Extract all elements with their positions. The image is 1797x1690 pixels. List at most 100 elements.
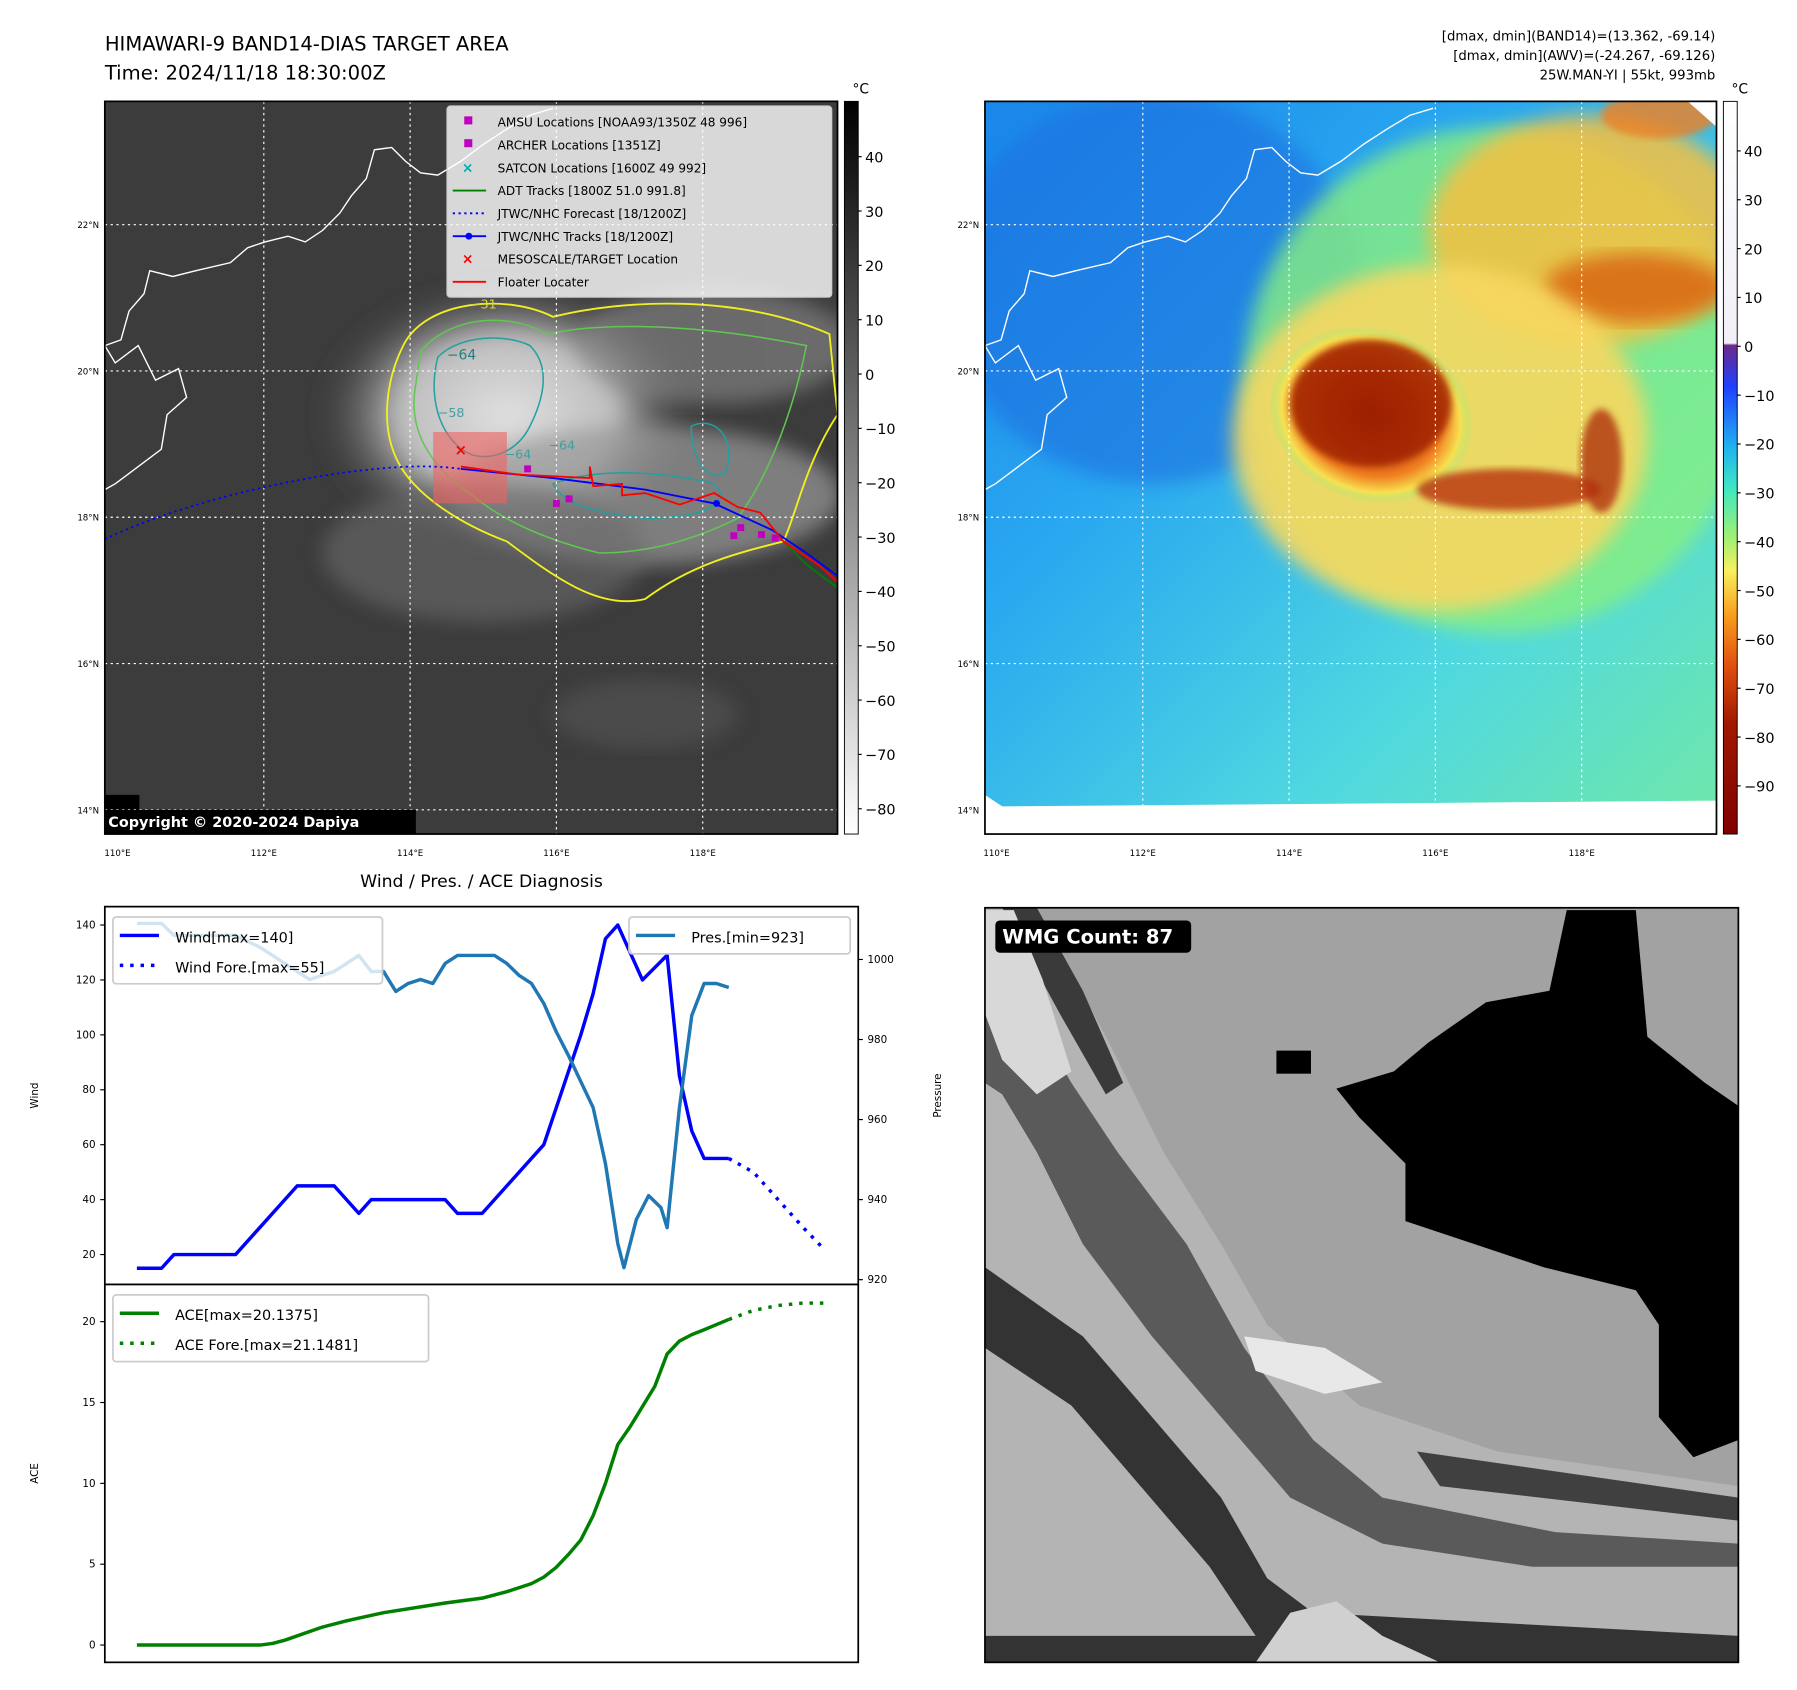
chart-legend bbox=[112, 916, 384, 985]
colorbar-tick-label: −90 bbox=[1744, 780, 1774, 796]
series-line-1 bbox=[727, 1156, 823, 1248]
awv-map-frame bbox=[984, 100, 1718, 835]
lat-label: 14°N bbox=[77, 806, 99, 816]
legend-label: Wind[max=140] bbox=[175, 930, 293, 946]
wmg-count: WMG Count: 87 bbox=[1002, 925, 1173, 948]
y-right-tick-label: 980 bbox=[867, 1034, 887, 1046]
lat-label: 18°N bbox=[77, 514, 99, 524]
wmg-cold-region bbox=[1336, 910, 1739, 1458]
legend-label: Pres.[min=923] bbox=[691, 930, 804, 946]
legend-label: JTWC/NHC Forecast [18/1200Z] bbox=[497, 207, 687, 221]
colorbar-tick-label: −40 bbox=[865, 585, 895, 601]
ir-colorbar bbox=[843, 100, 859, 835]
colorbar-tick-label: 40 bbox=[1744, 145, 1762, 161]
colorbar-tick-label: 0 bbox=[1744, 340, 1753, 356]
awv-colorbar bbox=[1722, 100, 1738, 835]
series-line-0 bbox=[136, 923, 729, 1271]
y-axis-label: ACE bbox=[29, 1463, 41, 1484]
y-tick-label: 5 bbox=[89, 1559, 96, 1571]
lon-label: 114°E bbox=[1276, 849, 1302, 859]
colorbar-tick-label: −80 bbox=[1744, 731, 1774, 747]
colorbar-tick-label: −10 bbox=[865, 422, 895, 438]
y-tick-label: 40 bbox=[82, 1194, 95, 1206]
series-line-1 bbox=[728, 1301, 828, 1322]
y-tick-label: 80 bbox=[82, 1084, 95, 1096]
y-axis-label: Wind bbox=[29, 1083, 41, 1109]
lon-label: 118°E bbox=[1569, 849, 1595, 859]
figure-title: HIMAWARI-9 BAND14-DIAS TARGET AREA bbox=[105, 33, 509, 56]
contour-label: −31 bbox=[470, 297, 497, 312]
lat-label: 22°N bbox=[77, 221, 99, 231]
legend-marker-x: × bbox=[462, 160, 474, 176]
legend-label: SATCON Locations [1600Z 49 992] bbox=[498, 161, 706, 175]
lon-label: 118°E bbox=[690, 849, 716, 859]
colorbar-tick-label: 20 bbox=[1744, 242, 1762, 258]
awv-map bbox=[984, 101, 1717, 835]
legend-label: ACE Fore.[max=21.1481] bbox=[175, 1338, 358, 1354]
copyright: Copyright © 2020-2024 Dapiya bbox=[108, 815, 359, 831]
y-tick-label: 120 bbox=[76, 974, 96, 986]
jtwc-track-point bbox=[713, 499, 720, 507]
contour-label: −58 bbox=[438, 405, 465, 420]
ace-chart: 0 5 10 15 20 ACE ACE[max=20.1375] ACE Fore.[max… bbox=[29, 1283, 860, 1664]
lat-label: 20°N bbox=[957, 367, 979, 377]
legend-marker-square bbox=[464, 139, 473, 148]
ir-map-frame bbox=[103, 100, 839, 835]
y-tick-label: 0 bbox=[89, 1639, 96, 1651]
lat-label: 20°N bbox=[77, 367, 99, 377]
coastline bbox=[984, 107, 1434, 491]
info-awv: [dmax, dmin](AWV)=(-24.267, -69.126) bbox=[1453, 49, 1715, 64]
colorbar-tick-label: −30 bbox=[1744, 487, 1774, 503]
y-right-tick-label: 960 bbox=[867, 1114, 887, 1126]
colorbar-tick-label: −80 bbox=[865, 803, 895, 819]
colorbar-tick-label: −40 bbox=[1744, 535, 1774, 551]
colorbar-tick-label: −20 bbox=[1744, 438, 1774, 454]
colorbar-tick-label: 0 bbox=[865, 368, 874, 384]
colorbar-tick-label: 10 bbox=[865, 313, 883, 329]
wmg-count-badge bbox=[995, 920, 1192, 953]
colorbar-tick-label: 10 bbox=[1744, 291, 1762, 307]
map-legend: AMSU Locations [NOAA93/1350Z 48 996] ARCH… bbox=[446, 105, 833, 298]
colorbar-tick-label: −60 bbox=[1744, 633, 1774, 649]
legend-marker-dot bbox=[465, 232, 473, 240]
lon-label: 110°E bbox=[983, 849, 1009, 859]
lon-label: 116°E bbox=[543, 849, 569, 859]
colorbar-tick-label: −70 bbox=[865, 748, 895, 764]
lat-label: 18°N bbox=[957, 514, 979, 524]
contour-label: −64 bbox=[447, 347, 476, 363]
colorbar-tick-label: −20 bbox=[865, 476, 895, 492]
legend-label: ARCHER Locations [1351Z] bbox=[498, 139, 661, 153]
colorbar-tick-label: −50 bbox=[865, 639, 895, 655]
figure-time: Time: 2024/11/18 18:30:00Z bbox=[104, 61, 386, 84]
y-tick-label: 100 bbox=[76, 1029, 96, 1041]
legend-label: MESOSCALE/TARGET Location bbox=[498, 253, 678, 267]
contour-yellow bbox=[386, 302, 838, 603]
contour-label: −64 bbox=[505, 446, 532, 461]
y-tick-label: 20 bbox=[82, 1249, 95, 1261]
y-tick-label: 20 bbox=[82, 1316, 95, 1328]
amsu-archer-markers bbox=[524, 465, 779, 542]
colorbar-tick-label: 30 bbox=[865, 205, 883, 221]
info-band14: [dmax, dmin](BAND14)=(13.362, -69.14) bbox=[1442, 29, 1716, 44]
lon-label: 110°E bbox=[104, 849, 130, 859]
series-line-0 bbox=[136, 1317, 730, 1647]
diagnosis-title: Wind / Pres. / ACE Diagnosis bbox=[360, 872, 603, 892]
chart-legend bbox=[112, 1293, 430, 1363]
colorbar-tick-label: −10 bbox=[1744, 389, 1774, 405]
wind-pressure-chart: 20 40 60 80 100 120 140 920 940 960 980 1000 Wind Pre… bbox=[29, 905, 944, 1286]
legend-label: AMSU Locations [NOAA93/1350Z 48 996] bbox=[498, 116, 747, 130]
colorbar-tick-label: −70 bbox=[1744, 682, 1774, 698]
info-storm: 25W.MAN-YI | 55kt, 993mb bbox=[1540, 68, 1716, 83]
lat-label: 16°N bbox=[77, 660, 99, 670]
legend-marker-square bbox=[464, 116, 473, 125]
colorbar-tick-label: 40 bbox=[865, 150, 883, 166]
y-right-tick-label: 1000 bbox=[867, 954, 893, 966]
lat-label: 14°N bbox=[957, 806, 979, 816]
floater-locater bbox=[460, 465, 838, 583]
chart-legend bbox=[628, 916, 852, 955]
lat-label: 16°N bbox=[957, 660, 979, 670]
contour-label: −64 bbox=[548, 437, 575, 452]
legend-label: Floater Locater bbox=[498, 275, 589, 289]
lon-label: 112°E bbox=[251, 849, 277, 859]
